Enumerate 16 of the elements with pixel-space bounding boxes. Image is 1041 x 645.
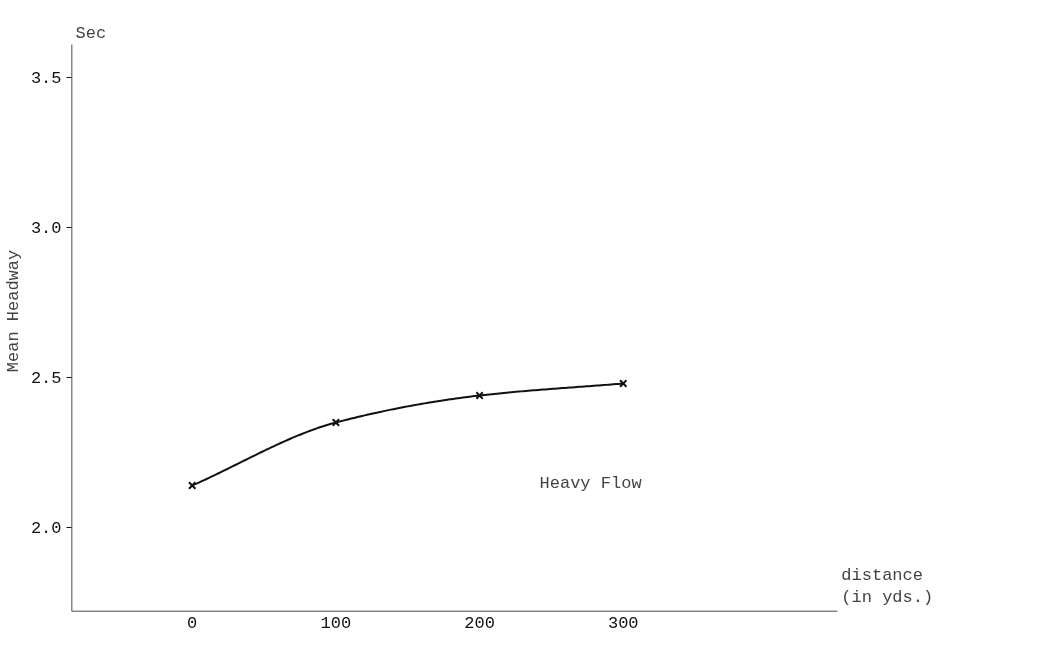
x-tick-label: 300 bbox=[607, 613, 639, 633]
y-tick-label: 3.5 bbox=[30, 69, 62, 89]
point bbox=[619, 379, 628, 388]
y-axis-title: Mean Headway bbox=[3, 249, 23, 373]
point bbox=[331, 418, 341, 427]
annotation: Heavy Flow bbox=[539, 473, 643, 493]
x-tick-label: 0 bbox=[187, 613, 198, 633]
x-axis-title: distance (in yds.) bbox=[841, 565, 934, 608]
point bbox=[475, 391, 484, 400]
y-tick-label: 2.5 bbox=[30, 369, 62, 389]
x-tick-label: 100 bbox=[320, 613, 352, 633]
y-tick-label: 3.0 bbox=[30, 219, 62, 239]
text: Sec bbox=[75, 23, 107, 43]
point bbox=[188, 481, 197, 490]
x-tick-label: 200 bbox=[464, 613, 495, 633]
y-tick-label: 2.0 bbox=[30, 519, 62, 538]
